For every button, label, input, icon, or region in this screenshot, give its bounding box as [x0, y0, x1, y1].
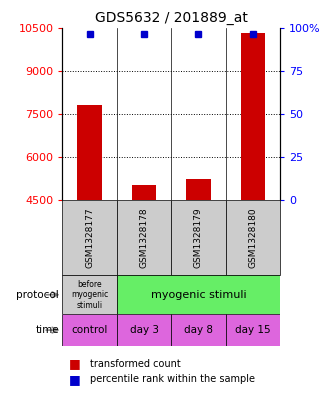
Bar: [77, 105, 102, 200]
Text: GSM1328180: GSM1328180: [248, 208, 257, 268]
Text: ■: ■: [69, 357, 84, 370]
Bar: [132, 185, 156, 200]
Bar: [186, 179, 211, 200]
Text: day 8: day 8: [184, 325, 213, 335]
Bar: [226, 314, 280, 346]
Text: time: time: [36, 325, 59, 335]
Text: percentile rank within the sample: percentile rank within the sample: [90, 374, 255, 384]
Text: day 3: day 3: [130, 325, 158, 335]
Text: myogenic stimuli: myogenic stimuli: [151, 290, 246, 300]
Bar: [62, 314, 117, 346]
Text: day 15: day 15: [235, 325, 271, 335]
Bar: [171, 314, 226, 346]
Bar: [62, 275, 117, 314]
Text: control: control: [71, 325, 108, 335]
Text: GSM1328177: GSM1328177: [85, 208, 94, 268]
Text: protocol: protocol: [16, 290, 59, 300]
Text: GSM1328179: GSM1328179: [194, 208, 203, 268]
Bar: [226, 200, 280, 275]
Bar: [117, 275, 280, 314]
Title: GDS5632 / 201889_at: GDS5632 / 201889_at: [95, 11, 248, 25]
Text: GSM1328178: GSM1328178: [140, 208, 148, 268]
Bar: [171, 200, 226, 275]
Text: before
myogenic
stimuli: before myogenic stimuli: [71, 280, 108, 310]
Text: transformed count: transformed count: [90, 358, 180, 369]
Bar: [241, 33, 265, 200]
Bar: [117, 200, 171, 275]
Text: ■: ■: [69, 373, 84, 386]
Bar: [62, 200, 117, 275]
Bar: [117, 314, 171, 346]
